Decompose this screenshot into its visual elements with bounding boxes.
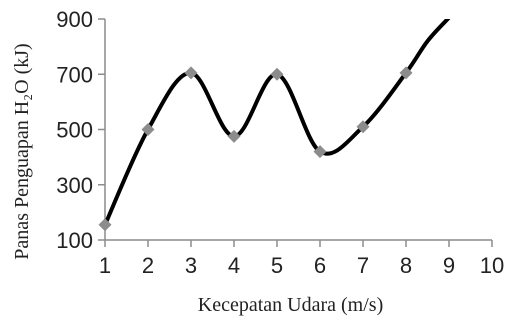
data-point-marker [313, 145, 327, 159]
data-point-marker [270, 67, 284, 81]
y-tick-label: 100 [56, 228, 93, 253]
data-point-marker [98, 218, 112, 232]
y-tick-label: 900 [56, 7, 93, 32]
x-tick-label: 6 [314, 253, 326, 278]
data-point-marker [227, 129, 241, 143]
y-tick-label: 500 [56, 118, 93, 143]
x-tick-label: 3 [185, 253, 197, 278]
x-tick-label: 8 [400, 253, 412, 278]
y-tick-label: 300 [56, 173, 93, 198]
data-point-marker [356, 120, 370, 134]
series-line [103, 19, 451, 227]
y-axis-title: Panas Penguapan H₂O (kJ) [11, 43, 33, 259]
x-tick-label: 9 [443, 253, 455, 278]
marker-layer [98, 66, 413, 232]
axes [98, 18, 493, 247]
data-point-marker [141, 123, 155, 136]
x-tick-label: 5 [271, 253, 283, 278]
x-tick-label: 4 [228, 253, 240, 278]
y-tick-label: 700 [56, 62, 93, 87]
x-tick-label: 1 [99, 253, 111, 278]
x-tick-label: 10 [480, 253, 504, 278]
tick-label-layer: 100 300 500 700 900 1 2 3 4 5 6 7 8 9 10 [56, 7, 504, 278]
x-axis-title: Kecepatan Udara (m/s) [198, 294, 383, 316]
data-point-marker [399, 66, 413, 80]
data-point-marker [184, 66, 198, 80]
curve-layer [103, 19, 451, 227]
x-tick-label: 2 [142, 253, 154, 278]
x-tick-label: 7 [357, 253, 369, 278]
